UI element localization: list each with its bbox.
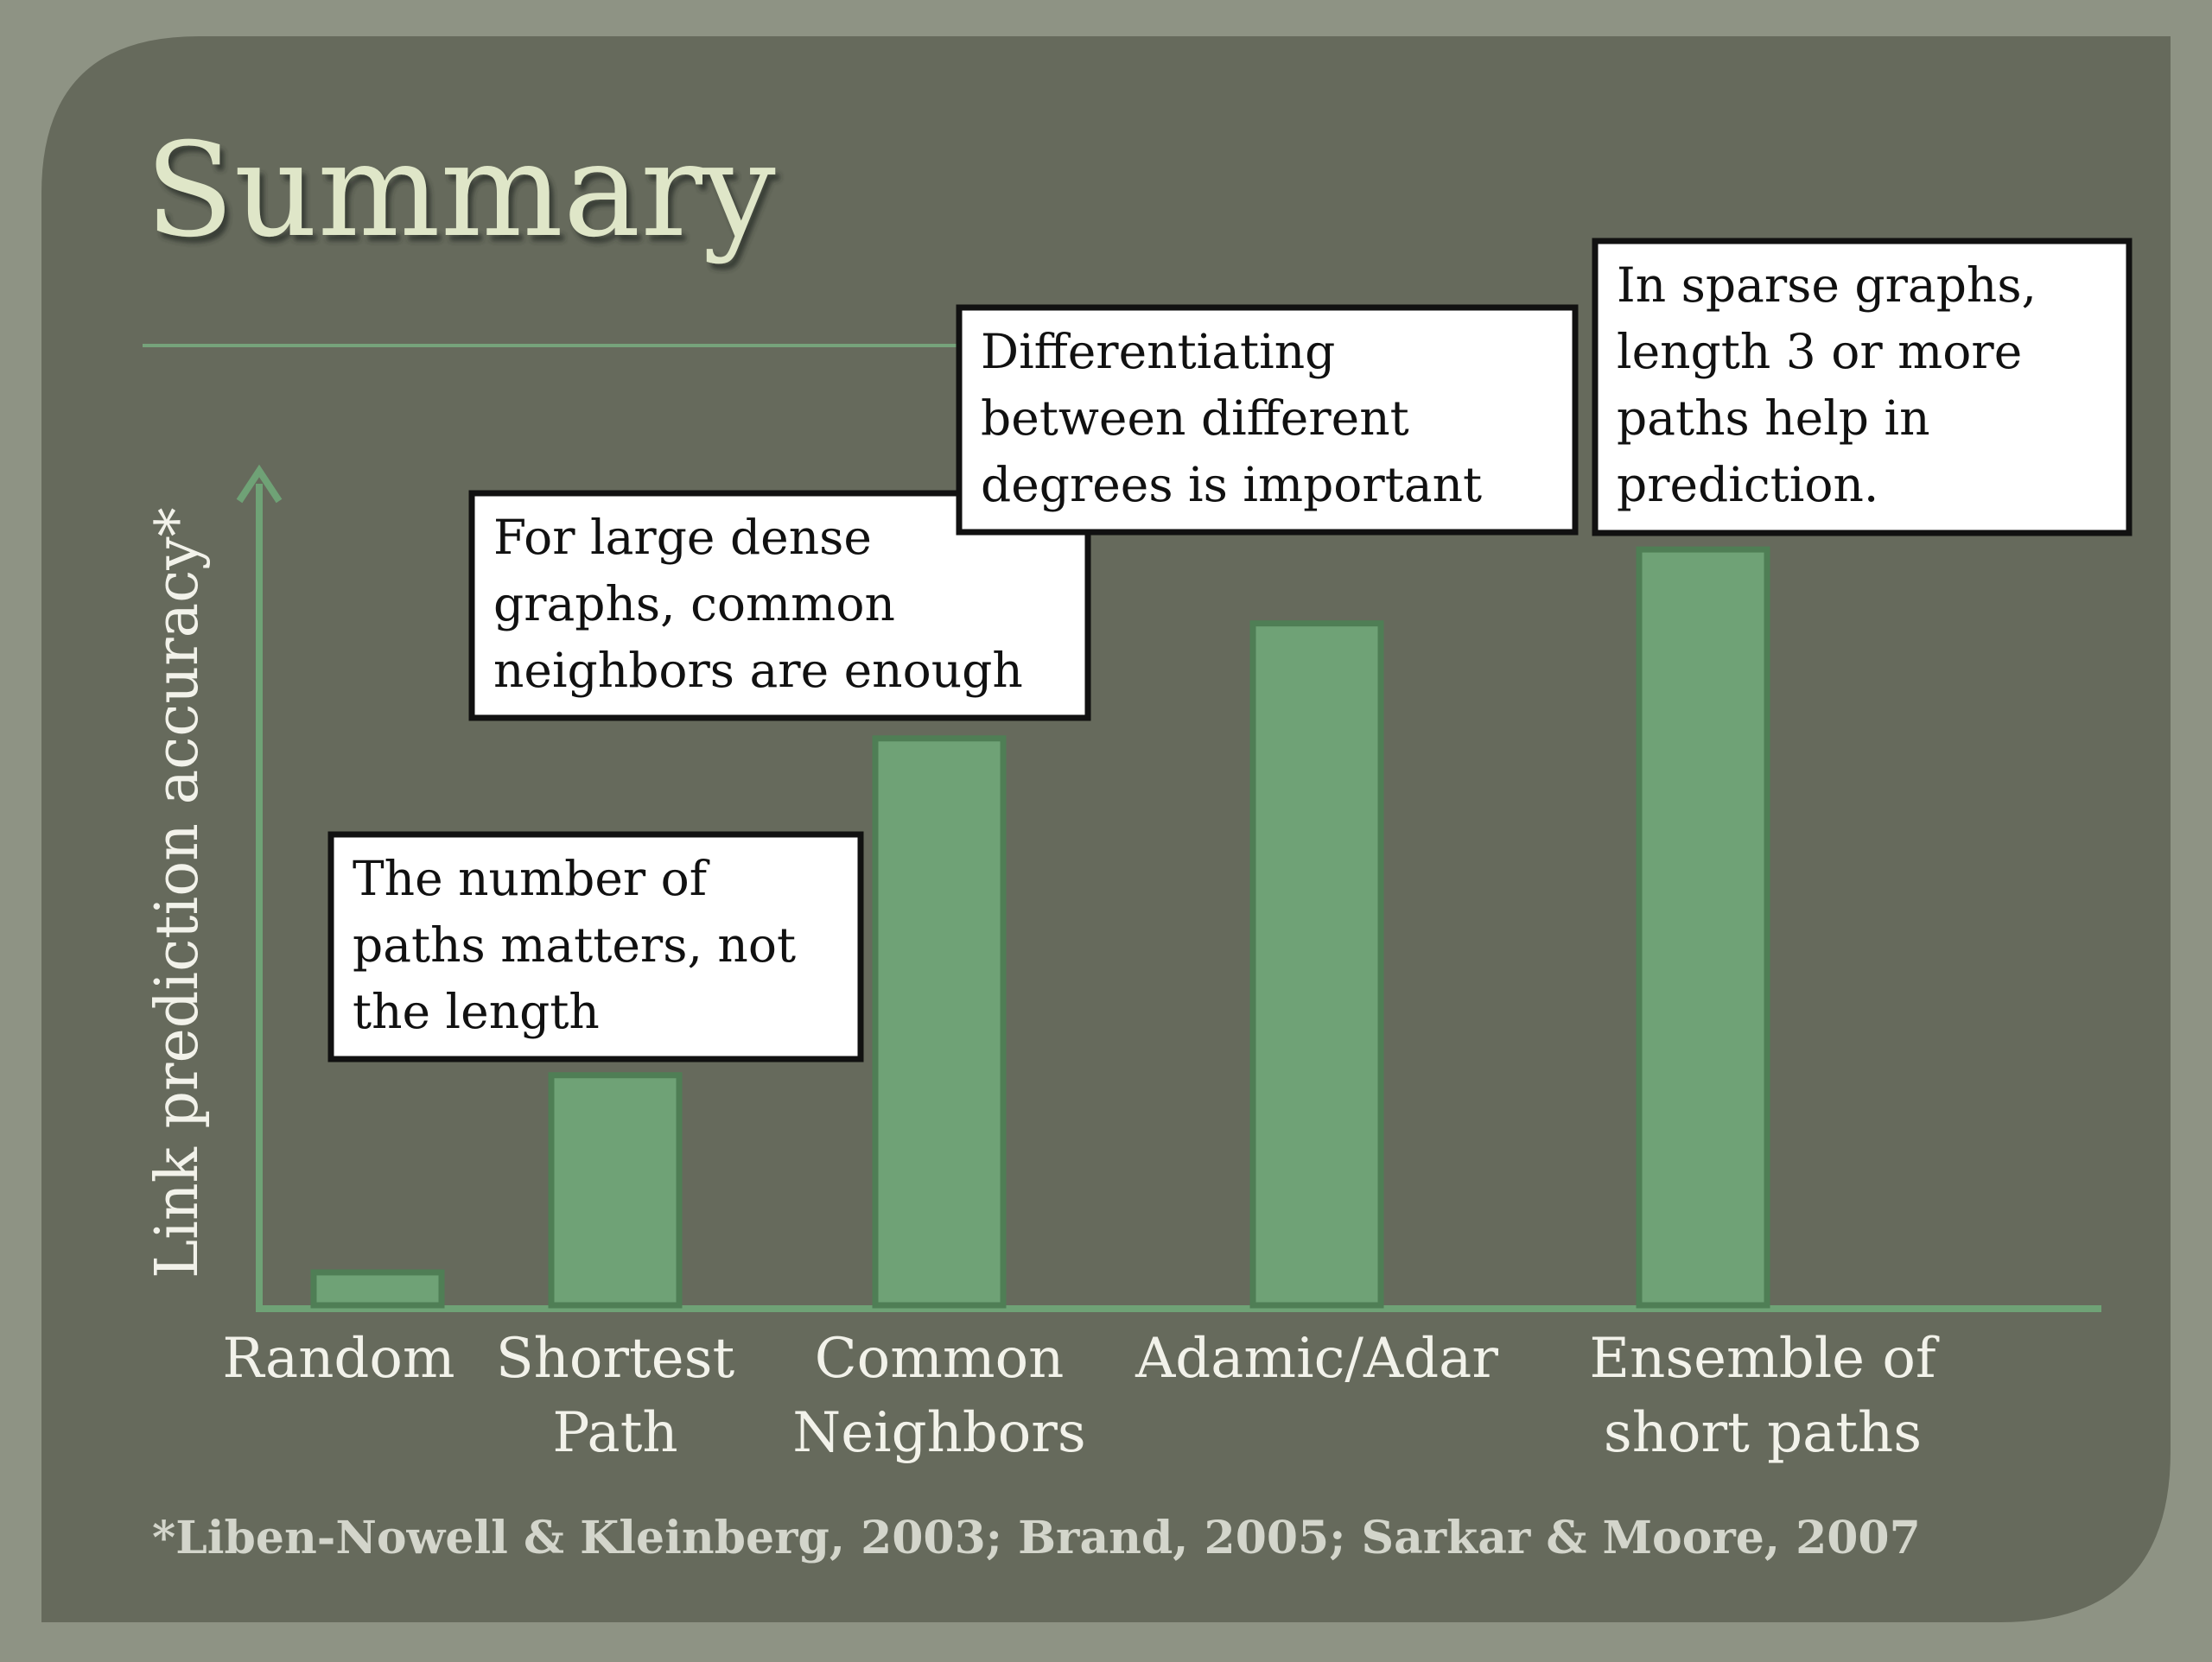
- x-tick-label-2-0: Common: [815, 1327, 1065, 1391]
- annotation-3: In sparse graphs, length 3 or more paths h…: [1592, 238, 2133, 536]
- annotation-text-2-2: degrees is important: [981, 457, 1482, 512]
- x-tick-label-3-0: Adamic/Adar: [1135, 1327, 1498, 1391]
- x-tick-label-1-0: Shortest: [496, 1327, 735, 1391]
- x-tick-label-4-0: Ensemble of: [1589, 1327, 1940, 1391]
- annotation-text-1-2: neighbors are enough: [493, 643, 1023, 698]
- annotation-text-1-0: For large dense: [493, 510, 872, 565]
- bar-4: [1636, 546, 1770, 1309]
- annotation-text-3-2: paths help in: [1617, 390, 1930, 446]
- annotation-text-3-3: prediction.: [1617, 457, 1878, 512]
- x-tick-label-4-1: short paths: [1604, 1401, 1922, 1465]
- x-tick-label-0-0: Random: [222, 1327, 454, 1391]
- annotation-text-0-1: paths matters, not: [353, 917, 796, 973]
- annotation-2: Differentiating between different degrees …: [956, 304, 1579, 536]
- bar-0: [310, 1269, 445, 1309]
- y-axis-arrowhead: [236, 464, 283, 504]
- annotation-text-0-2: the length: [353, 984, 600, 1039]
- annotation-text-2-0: Differentiating: [981, 324, 1335, 379]
- y-axis-label: Link prediction accuracy*: [143, 507, 212, 1278]
- footnote: *Liben-Nowell & Kleinberg, 2003; Brand, …: [152, 1512, 1921, 1564]
- annotation-text-0-0: The number of: [353, 851, 710, 906]
- bar-1: [548, 1072, 683, 1309]
- annotation-1: For large dense graphs, common neighbors a…: [468, 490, 1091, 721]
- annotation-text-3-1: length 3 or more: [1617, 324, 2022, 379]
- annotation-box-2: [956, 304, 1579, 536]
- annotation-text-2-1: between different: [981, 390, 1409, 446]
- bar-2: [872, 735, 1007, 1309]
- annotation-box-0: [327, 831, 864, 1063]
- annotation-text-1-1: graphs, common: [493, 576, 895, 631]
- x-tick-label-2-1: Neighbors: [792, 1401, 1085, 1465]
- slide-title: Summary: [145, 116, 776, 266]
- annotation-text-3-0: In sparse graphs,: [1617, 257, 2037, 313]
- annotation-box-3: [1592, 238, 2133, 536]
- x-tick-label-1-1: Path: [552, 1401, 677, 1465]
- bar-3: [1249, 620, 1384, 1309]
- annotation-0: The number of paths matters, not the lengt…: [327, 831, 864, 1063]
